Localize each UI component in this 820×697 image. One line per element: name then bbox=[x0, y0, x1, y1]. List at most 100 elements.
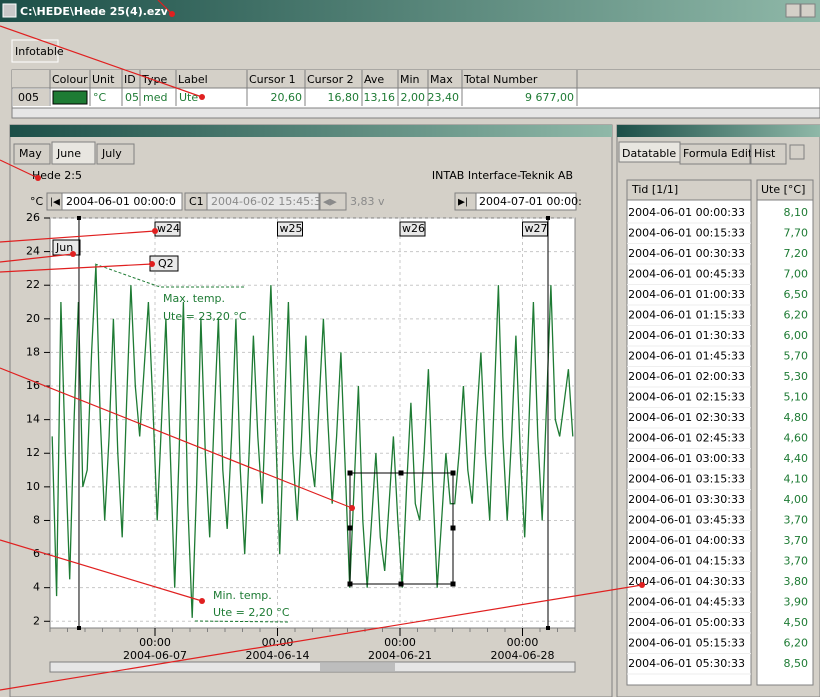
cursor-handle[interactable] bbox=[546, 626, 550, 630]
selection-handle[interactable] bbox=[398, 470, 404, 476]
datatable-tab[interactable] bbox=[679, 143, 751, 165]
selection-handle[interactable] bbox=[398, 581, 404, 587]
row-cell: 13,16 bbox=[364, 91, 396, 104]
min-annotation: Min. temp. bbox=[213, 589, 272, 602]
time-cell: 2004-06-01 02:15:33 bbox=[628, 391, 745, 404]
selection-handle[interactable] bbox=[347, 470, 353, 476]
infotable-tab[interactable] bbox=[11, 39, 59, 63]
delta: 3,83 v bbox=[350, 195, 385, 208]
row-cell: 23,40 bbox=[428, 91, 460, 104]
selection-handle[interactable] bbox=[450, 525, 456, 531]
column-header: ID bbox=[124, 73, 136, 86]
y-tick-label: 20 bbox=[26, 312, 40, 325]
month-tab-label: July bbox=[101, 147, 122, 160]
value-cell: 4,40 bbox=[784, 452, 809, 465]
value-cell: 7,00 bbox=[784, 268, 809, 281]
value-cell: 6,50 bbox=[784, 288, 809, 301]
min-leader bbox=[194, 620, 291, 623]
time-header bbox=[626, 179, 752, 201]
x-tick-time: 00:00 bbox=[139, 636, 171, 649]
y-tick-label: 22 bbox=[26, 278, 40, 291]
x-tick-date: 2004-06-14 bbox=[246, 649, 310, 662]
time-cell: 2004-06-01 05:30:33 bbox=[628, 657, 745, 670]
y-tick-label: 12 bbox=[26, 446, 40, 459]
month-tab[interactable] bbox=[13, 143, 51, 165]
cursor-handle[interactable] bbox=[76, 216, 81, 220]
minimize-button[interactable] bbox=[785, 3, 801, 18]
row-cell: 20,60 bbox=[271, 91, 303, 104]
time-cell: 2004-06-01 03:15:33 bbox=[628, 473, 745, 486]
cursor-handle[interactable] bbox=[76, 626, 81, 630]
value-cell: 7,20 bbox=[784, 247, 809, 260]
month-marker-label: Jun bbox=[55, 241, 73, 254]
column-header: Unit bbox=[92, 73, 115, 86]
window-title: C:\HEDE\Hede 25(4).ezv bbox=[20, 5, 169, 18]
datatable-tab-label: Hist bbox=[754, 147, 776, 160]
infotable-header bbox=[12, 70, 820, 88]
y-tick-label: 14 bbox=[26, 413, 40, 426]
x-tick-date: 2004-06-07 bbox=[123, 649, 187, 662]
time-cell: 2004-06-01 02:30:33 bbox=[628, 411, 745, 424]
value-column bbox=[756, 179, 814, 686]
time-cell: 2004-06-01 01:30:33 bbox=[628, 329, 745, 342]
row-cell: 9 677,00 bbox=[525, 91, 574, 104]
datatable-tab-label: Formula Editor bbox=[683, 147, 764, 160]
value-cell: 3,70 bbox=[784, 555, 809, 568]
month-tab[interactable] bbox=[51, 141, 96, 165]
row-index: 005 bbox=[18, 91, 39, 104]
row-cell: 05 bbox=[125, 91, 139, 104]
end-field[interactable] bbox=[475, 192, 577, 211]
max-leader bbox=[94, 263, 245, 288]
datatable-rows: 2004-06-01 00:00:33 8,10 2004-06-01 00:15:… bbox=[627, 206, 809, 675]
month-tab[interactable] bbox=[96, 143, 135, 165]
value-header-label: Ute [°C] bbox=[761, 183, 805, 196]
column-header: Min bbox=[400, 73, 420, 86]
time-cell: 2004-06-01 05:00:33 bbox=[628, 616, 745, 629]
column-header: Cursor 1 bbox=[249, 73, 296, 86]
value-cell: 3,70 bbox=[784, 514, 809, 527]
time-cell: 2004-06-01 02:45:33 bbox=[628, 432, 745, 445]
column-header: Cursor 2 bbox=[307, 73, 354, 86]
datatable-tab[interactable] bbox=[750, 143, 787, 165]
x-tick-date: 2004-06-28 bbox=[491, 649, 555, 662]
x-tick-date: 2004-06-21 bbox=[368, 649, 432, 662]
quarter-marker-label: Q2 bbox=[158, 257, 174, 270]
max-annotation: Ute = 23,20 °C bbox=[163, 310, 247, 323]
maximize-button[interactable] bbox=[800, 3, 816, 18]
tab-scroll-button[interactable] bbox=[789, 144, 805, 160]
callouts bbox=[0, 0, 645, 691]
selection-handle[interactable] bbox=[450, 470, 456, 476]
graph-name: Hede 2:5 bbox=[32, 169, 82, 182]
row-index-cell bbox=[13, 89, 49, 106]
cursor-move-icon: ◀▶ bbox=[323, 198, 337, 208]
value-cell: 6,20 bbox=[784, 309, 809, 322]
y-tick-label: 24 bbox=[26, 245, 40, 258]
value-cell: 4,10 bbox=[784, 473, 809, 486]
go-end-icon: ▶| bbox=[458, 198, 468, 208]
selection-handle[interactable] bbox=[347, 581, 353, 587]
selection-handle[interactable] bbox=[347, 525, 353, 531]
time-cell: 2004-06-01 03:00:33 bbox=[628, 452, 745, 465]
selection-handle[interactable] bbox=[450, 581, 456, 587]
y-tick-label: 2 bbox=[33, 614, 40, 627]
value-cell: 4,80 bbox=[784, 411, 809, 424]
y-tick-label: 18 bbox=[26, 345, 40, 358]
cursor-field[interactable] bbox=[206, 192, 320, 211]
row-cell: 16,80 bbox=[328, 91, 360, 104]
value-cell: 4,60 bbox=[784, 432, 809, 445]
colour-swatch bbox=[52, 90, 88, 105]
infotable-scrollbar[interactable] bbox=[11, 107, 820, 119]
column-header: Label bbox=[178, 73, 208, 86]
value-header bbox=[756, 179, 814, 201]
y-tick-label: 6 bbox=[33, 547, 40, 560]
graph-scroll-thumb[interactable] bbox=[320, 663, 395, 671]
cursor-move-button[interactable] bbox=[319, 192, 347, 211]
cursor-handle[interactable] bbox=[546, 216, 550, 220]
start-field[interactable] bbox=[61, 192, 183, 211]
month-tab-label: May bbox=[19, 147, 42, 160]
graph-scrollbar[interactable] bbox=[49, 661, 576, 673]
month-tab-label: June bbox=[56, 147, 81, 160]
cursor-time: 2004-06-02 15:45:3 bbox=[211, 195, 321, 208]
